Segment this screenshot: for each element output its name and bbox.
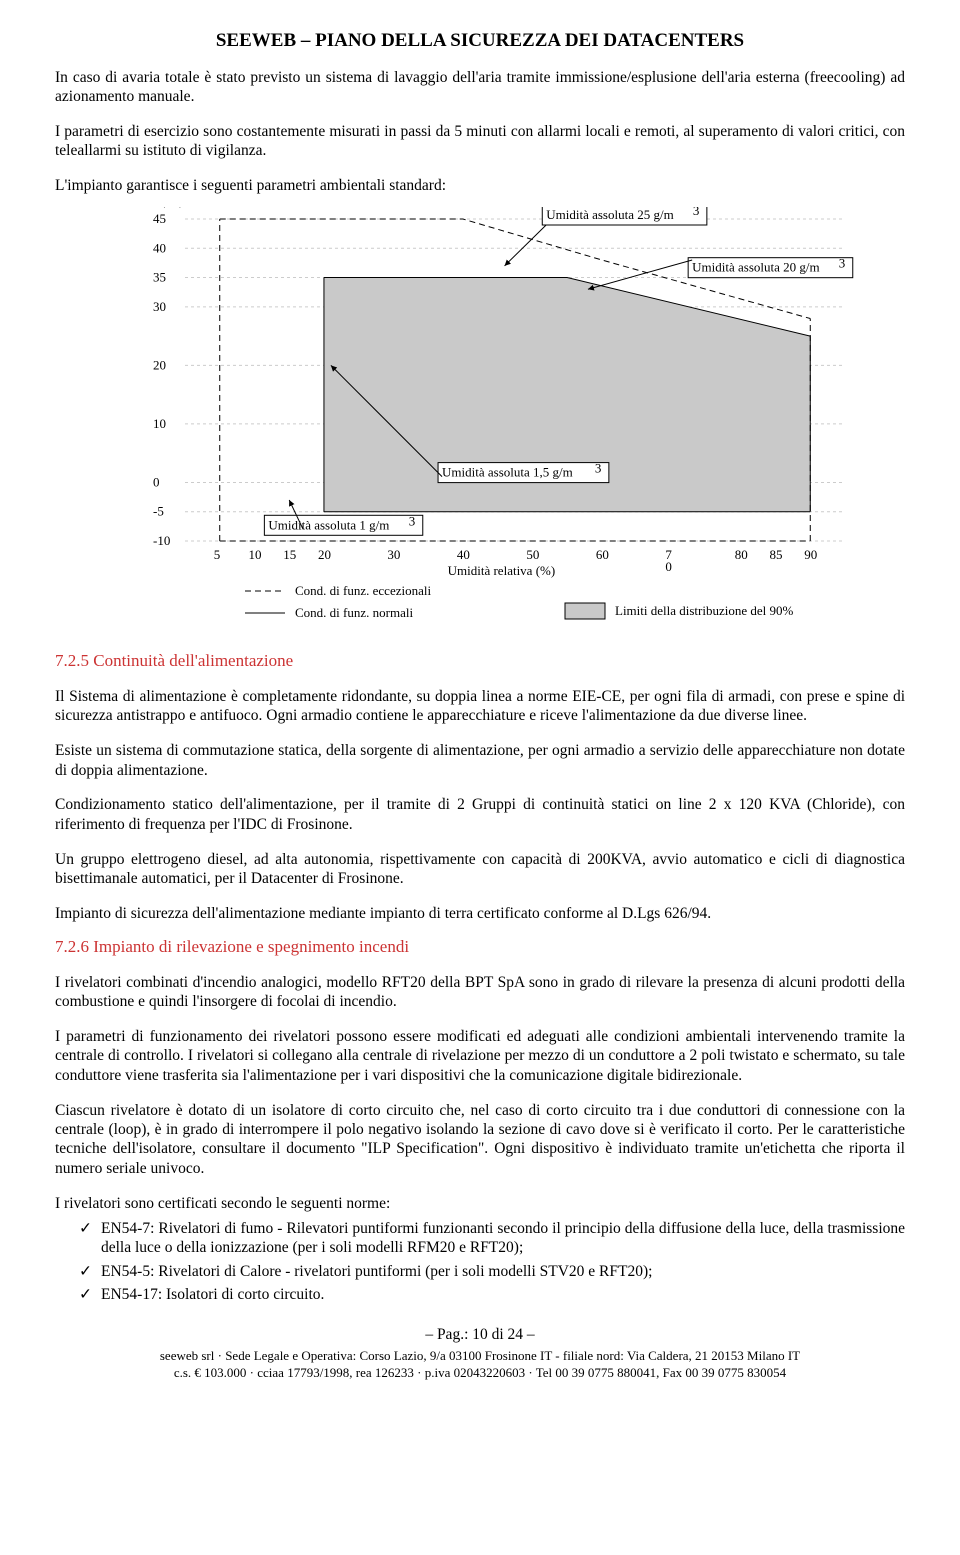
svg-text:20: 20 xyxy=(318,547,331,562)
svg-text:Cond. di funz. normali: Cond. di funz. normali xyxy=(295,605,413,620)
psychrometric-chart: 4540353020100-5-10T (°C)5101520304050607… xyxy=(105,207,905,637)
svg-text:30: 30 xyxy=(387,547,400,562)
para: In caso di avaria totale è stato previst… xyxy=(55,68,905,107)
svg-text:10: 10 xyxy=(153,416,166,431)
svg-text:Umidità assoluta 1 g/m: Umidità assoluta 1 g/m xyxy=(268,518,389,533)
svg-text:0: 0 xyxy=(153,475,160,490)
svg-text:T (°C): T (°C) xyxy=(150,207,183,208)
page-number: – Pag.: 10 di 24 – xyxy=(55,1325,905,1345)
para: Esiste un sistema di commutazione static… xyxy=(55,741,905,780)
svg-text:0: 0 xyxy=(665,559,672,574)
svg-text:Umidità assoluta 20 g/m: Umidità assoluta 20 g/m xyxy=(692,260,819,275)
svg-text:45: 45 xyxy=(153,211,166,226)
para: L'impianto garantisce i seguenti paramet… xyxy=(55,176,905,195)
svg-text:20: 20 xyxy=(153,358,166,373)
svg-text:3: 3 xyxy=(693,207,700,218)
svg-text:Umidità assoluta 25 g/m: Umidità assoluta 25 g/m xyxy=(546,207,673,222)
list-item: EN54-7: Rivelatori di fumo - Rilevatori … xyxy=(79,1219,905,1258)
svg-text:40: 40 xyxy=(153,241,166,256)
svg-text:3: 3 xyxy=(595,461,602,476)
svg-text:Umidità relativa (%): Umidità relativa (%) xyxy=(448,563,556,578)
svg-text:3: 3 xyxy=(409,514,416,529)
svg-text:50: 50 xyxy=(526,547,539,562)
svg-text:5: 5 xyxy=(214,547,221,562)
svg-text:10: 10 xyxy=(248,547,261,562)
svg-text:35: 35 xyxy=(153,270,166,285)
para: Un gruppo elettrogeno diesel, ad alta au… xyxy=(55,850,905,889)
para: I parametri di esercizio sono costanteme… xyxy=(55,122,905,161)
para: Impianto di sicurezza dell'alimentazione… xyxy=(55,904,905,923)
svg-text:90: 90 xyxy=(804,547,817,562)
svg-text:85: 85 xyxy=(770,547,783,562)
svg-text:30: 30 xyxy=(153,299,166,314)
section-heading-725: 7.2.5 Continuità dell'alimentazione xyxy=(55,651,905,671)
svg-text:-5: -5 xyxy=(153,504,164,519)
svg-text:60: 60 xyxy=(596,547,609,562)
footer-address: seeweb srl · Sede Legale e Operativa: Co… xyxy=(55,1348,905,1365)
svg-text:40: 40 xyxy=(457,547,470,562)
para: I rivelatori combinati d'incendio analog… xyxy=(55,973,905,1012)
footer-registration: c.s. € 103.000 · cciaa 17793/1998, rea 1… xyxy=(55,1365,905,1382)
section-heading-726: 7.2.6 Impianto di rilevazione e spegnime… xyxy=(55,937,905,957)
list-item: EN54-5: Rivelatori di Calore - rivelator… xyxy=(79,1262,905,1281)
doc-title: SEEWEB – PIANO DELLA SICUREZZA DEI DATAC… xyxy=(55,30,905,52)
para: Il Sistema di alimentazione è completame… xyxy=(55,687,905,726)
para: I rivelatori sono certificati secondo le… xyxy=(55,1194,905,1213)
svg-text:3: 3 xyxy=(839,256,846,271)
svg-text:Cond. di funz. eccezionali: Cond. di funz. eccezionali xyxy=(295,583,431,598)
svg-text:Umidità assoluta 1,5 g/m: Umidità assoluta 1,5 g/m xyxy=(442,465,573,480)
list-item: EN54-17: Isolatori di corto circuito. xyxy=(79,1285,905,1304)
svg-text:-10: -10 xyxy=(153,533,170,548)
para: Ciascun rivelatore è dotato di un isolat… xyxy=(55,1101,905,1179)
standards-list: EN54-7: Rivelatori di fumo - Rilevatori … xyxy=(55,1219,905,1305)
svg-text:80: 80 xyxy=(735,547,748,562)
svg-text:Limiti della distribuzione del: Limiti della distribuzione del 90% xyxy=(615,603,794,618)
page-footer: – Pag.: 10 di 24 – seeweb srl · Sede Leg… xyxy=(55,1325,905,1382)
svg-text:15: 15 xyxy=(283,547,296,562)
para: I parametri di funzionamento dei rivelat… xyxy=(55,1027,905,1085)
para: Condizionamento statico dell'alimentazio… xyxy=(55,795,905,834)
